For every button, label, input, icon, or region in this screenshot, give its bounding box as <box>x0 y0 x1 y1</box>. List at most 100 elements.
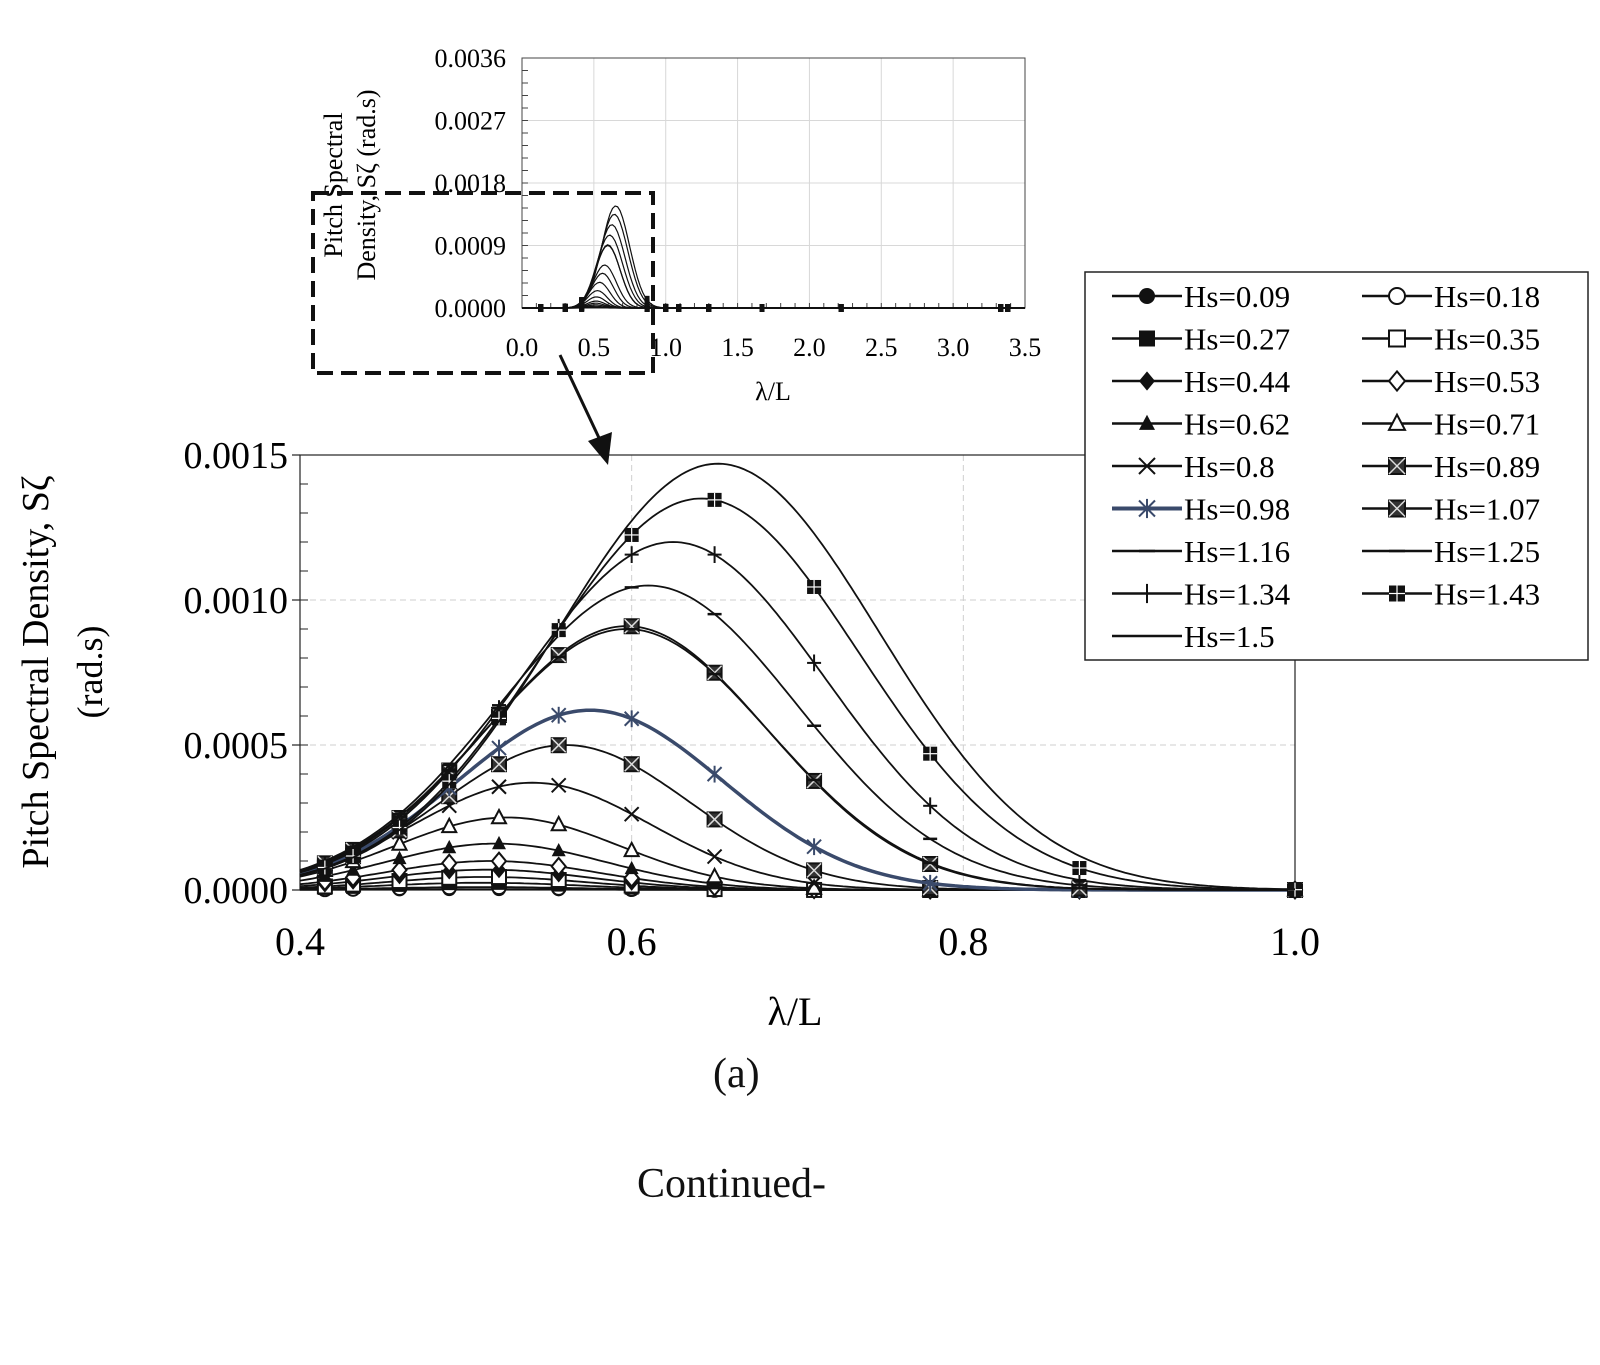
legend-entry-Hs=0.53: Hs=0.53 <box>1362 364 1540 399</box>
inset-x-tick-label: 2.5 <box>865 333 898 362</box>
inset-y-axis-label-line2: Density, Sζ (rad.s) <box>352 89 381 280</box>
legend-entry-Hs=0.62: Hs=0.62 <box>1112 407 1290 442</box>
main-series-marker <box>707 492 722 507</box>
inset-series-Hs=1.34 <box>522 224 1025 312</box>
main-y-tick-label: 0.0000 <box>184 870 289 912</box>
main-series-marker <box>623 840 641 858</box>
main-series-marker <box>624 860 639 875</box>
main-y-tick-label: 0.0010 <box>184 580 289 622</box>
main-series-group <box>299 462 1304 900</box>
main-series-marker <box>806 838 822 856</box>
legend-entry-Hs=0.18: Hs=0.18 <box>1362 279 1540 314</box>
legend-marker <box>1139 371 1155 391</box>
main-series-marker <box>491 779 507 795</box>
main-series-marker <box>491 739 507 757</box>
main-series-marker <box>922 874 938 892</box>
main-series-marker <box>806 862 823 879</box>
legend-label: Hs=1.25 <box>1434 534 1540 569</box>
main-x-ticks: 0.4 0.6 0.8 1.0 <box>275 919 1320 964</box>
main-series-marker <box>623 756 640 773</box>
main-series-line <box>299 462 1295 891</box>
legend-label: Hs=0.18 <box>1434 279 1540 314</box>
main-series-marker <box>807 654 822 672</box>
legend-marker <box>1388 287 1406 305</box>
legend-label: Hs=0.8 <box>1184 449 1275 484</box>
legend: Hs=0.09 Hs=0.18 Hs=0.27 Hs=0.35 Hs=0.44 Hs=0.… <box>1084 271 1589 661</box>
legend-entry-Hs=0.98: Hs=0.98 <box>1112 492 1290 527</box>
main-x-axis-label: λ/L <box>768 989 823 1034</box>
legend-entry-Hs=0.27: Hs=0.27 <box>1112 322 1290 357</box>
inset-series-marker <box>644 295 650 304</box>
main-chart: 0.0000 0.0005 0.0010 0.0015 0.4 0.6 0.8 1.0 λ/… <box>15 435 1320 1034</box>
zoom-arrow <box>558 354 612 465</box>
main-series-marker <box>490 807 508 825</box>
legend-marker <box>1388 457 1406 475</box>
main-series-marker <box>707 546 722 564</box>
inset-gridlines <box>522 57 1025 308</box>
legend-marker <box>1138 498 1156 519</box>
zoom-arrow-line <box>558 354 602 441</box>
inset-x-tick-label: 2.0 <box>793 333 826 362</box>
inset-series-marker <box>663 303 669 312</box>
main-series-marker <box>550 706 567 724</box>
inset-x-tick-label: 3.0 <box>937 333 970 362</box>
legend-label: Hs=0.89 <box>1434 449 1540 484</box>
main-series-marker <box>550 777 567 794</box>
inset-series-Hs=1.07 <box>522 244 1025 312</box>
inset-y-tick-label: 0.0009 <box>435 232 507 261</box>
inset-series-marker <box>998 304 1004 312</box>
inset-series-Hs=1.16 <box>522 244 1025 312</box>
main-y-tick-label: 0.0005 <box>184 725 289 767</box>
legend-label: Hs=1.5 <box>1184 619 1275 654</box>
figure-caption: (a) <box>713 1051 760 1097</box>
main-y-axis-label-line2: (rad.s) <box>70 626 110 719</box>
main-series-marker <box>923 746 938 761</box>
inset-x-tick-label: 0.5 <box>578 333 611 362</box>
main-series-marker <box>806 875 822 892</box>
legend-marker <box>1139 330 1155 347</box>
legend-label: Hs=0.27 <box>1184 322 1290 357</box>
main-y-tick-label: 0.0015 <box>184 435 289 477</box>
inset-x-ticks: 0.0 0.5 1.0 1.5 2.0 2.5 3.0 3.5 <box>506 303 1042 362</box>
legend-marker <box>1139 583 1155 604</box>
main-x-tick-label: 0.8 <box>938 919 988 964</box>
legend-label: Hs=0.35 <box>1434 322 1540 357</box>
legend-label: Hs=1.34 <box>1184 577 1291 612</box>
legend-marker <box>1139 288 1155 304</box>
main-series-marker <box>706 664 723 681</box>
main-x-tick-label: 0.4 <box>275 919 325 964</box>
legend-entry-Hs=0.35: Hs=0.35 <box>1362 322 1540 357</box>
legend-label: Hs=1.43 <box>1434 577 1540 612</box>
main-series-line <box>299 497 1296 891</box>
inset-x-tick-label: 0.0 <box>506 333 539 362</box>
main-series-marker <box>1072 861 1087 876</box>
legend-label: Hs=0.98 <box>1184 492 1290 527</box>
legend-label: Hs=1.16 <box>1184 534 1290 569</box>
inset-series-Hs=1.5 <box>522 205 1025 312</box>
inset-series-group <box>522 205 1025 312</box>
main-series-marker <box>624 527 639 542</box>
main-series-Hs=1.5 <box>299 462 1295 891</box>
legend-entry-Hs=1.07: Hs=1.07 <box>1362 492 1540 527</box>
inset-x-tick-label: 3.5 <box>1009 333 1042 362</box>
inset-x-tick-label: 1.5 <box>721 333 754 362</box>
main-x-tick-label: 1.0 <box>1270 919 1320 964</box>
main-x-tick-label: 0.6 <box>607 919 657 964</box>
main-series-marker <box>346 862 361 876</box>
main-series-marker <box>623 806 640 822</box>
main-series-marker <box>442 774 457 789</box>
main-series-marker <box>442 839 457 854</box>
legend-label: Hs=0.71 <box>1434 407 1540 442</box>
legend-label: Hs=0.09 <box>1184 279 1290 314</box>
main-series-marker <box>491 756 507 773</box>
zoom-region-box <box>311 191 655 375</box>
inset-x-axis-label: λ/L <box>755 377 791 406</box>
main-series-marker <box>440 816 458 834</box>
legend-entry-Hs=0.71: Hs=0.71 <box>1362 407 1540 442</box>
legend-marker <box>1389 585 1405 602</box>
legend-marker <box>1388 329 1406 348</box>
zoom-arrow-head <box>588 432 612 465</box>
main-series-marker <box>392 820 407 835</box>
legend-marker <box>1387 412 1407 431</box>
